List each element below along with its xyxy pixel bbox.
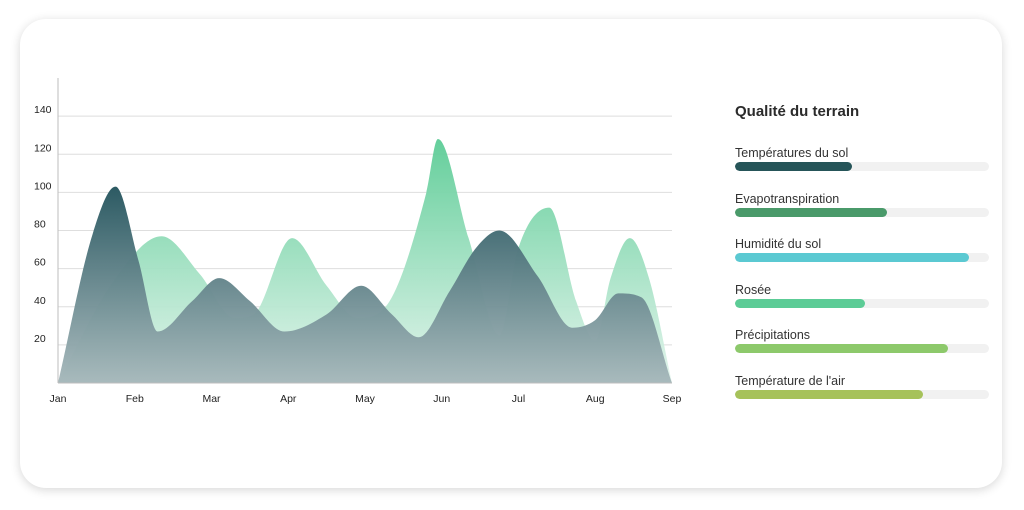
x-axis-ticks: Jan Feb Mar Apr May Jun Jul Aug Sep xyxy=(50,393,682,405)
progress-track xyxy=(735,298,989,308)
metric-precipitation: Précipitations xyxy=(735,326,989,372)
x-tick-label: Apr xyxy=(280,393,297,405)
progress-fill xyxy=(735,253,969,262)
metric-air-temperature: Température de l'air xyxy=(735,372,989,418)
x-tick-label: Feb xyxy=(126,393,144,405)
metric-label: Humidité du sol xyxy=(735,237,822,251)
progress-track xyxy=(735,207,989,217)
metric-label: Température de l'air xyxy=(735,373,846,388)
progress-track xyxy=(735,162,989,171)
y-tick-label: 100 xyxy=(34,180,52,192)
progress-fill xyxy=(735,389,923,399)
x-tick-label: May xyxy=(355,393,376,405)
y-tick-label: 20 xyxy=(34,333,46,345)
area-chart: 20 40 60 80 100 120 140 Jan Feb Mar Apr May Jun Jul A… xyxy=(34,78,682,405)
y-tick-label: 40 xyxy=(34,295,46,307)
progress-track xyxy=(735,344,989,353)
progress-fill xyxy=(735,162,852,171)
y-tick-label: 120 xyxy=(34,142,52,154)
progress-track xyxy=(735,389,989,399)
x-tick-label: Aug xyxy=(586,393,605,405)
y-tick-label: 140 xyxy=(34,104,52,116)
y-axis-ticks: 20 40 60 80 100 120 140 xyxy=(34,104,52,345)
series-areas xyxy=(58,139,672,383)
x-tick-label: Mar xyxy=(202,393,221,405)
progress-track xyxy=(735,253,989,262)
metric-label: Evapotranspiration xyxy=(735,191,840,206)
metric-evapotranspiration: Evapotranspiration xyxy=(735,190,989,236)
metric-soil-humidity: Humidité du sol xyxy=(735,235,989,281)
progress-fill xyxy=(735,344,949,353)
metric-label: Températures du sol xyxy=(735,146,849,160)
y-tick-label: 80 xyxy=(34,219,46,231)
progress-fill xyxy=(735,298,865,308)
x-tick-label: Jan xyxy=(50,393,67,405)
metric-label: Précipitations xyxy=(735,328,811,342)
series-area-dark xyxy=(58,186,672,383)
metric-dew: Rosée xyxy=(735,281,989,327)
y-tick-label: 60 xyxy=(34,257,46,269)
x-tick-label: Sep xyxy=(663,393,682,405)
x-tick-label: Jun xyxy=(433,393,450,405)
x-tick-label: Jul xyxy=(512,393,525,405)
terrain-quality-panel: Qualité du terrain Températures du sol E… xyxy=(735,100,989,417)
metric-label: Rosée xyxy=(735,282,772,297)
metric-soil-temperature: Températures du sol xyxy=(735,144,989,190)
panel-title: Qualité du terrain xyxy=(735,103,860,120)
progress-fill xyxy=(735,207,888,217)
metrics-list: Températures du sol Evapotranspiration H… xyxy=(735,144,989,417)
